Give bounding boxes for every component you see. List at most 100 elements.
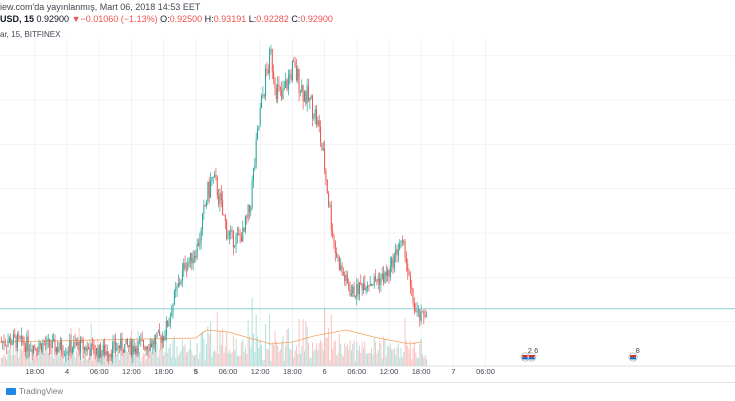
- x-tick-label: 12:00: [380, 367, 399, 376]
- candle: [265, 64, 267, 101]
- candle: [242, 220, 244, 243]
- volume-bar: [171, 356, 173, 366]
- candle: [141, 331, 143, 342]
- volume-bar: [223, 352, 225, 366]
- volume-bar: [143, 353, 145, 366]
- candle: [255, 132, 257, 169]
- volume-bar: [324, 307, 326, 366]
- volume-bar: [328, 328, 330, 366]
- candle: [130, 339, 132, 358]
- candle: [357, 278, 359, 300]
- candle: [4, 338, 6, 347]
- candle: [45, 336, 47, 351]
- candle: [367, 281, 368, 293]
- candle: [334, 240, 336, 262]
- volume-bar: [34, 355, 36, 366]
- candle: [122, 349, 124, 353]
- candle: [124, 344, 126, 353]
- volume-bar: [265, 324, 267, 366]
- candle: [153, 334, 155, 350]
- volume-bar: [22, 351, 24, 366]
- volume-bar: [50, 355, 52, 366]
- volume-bar: [356, 341, 358, 366]
- volume-bar: [224, 346, 226, 366]
- volume-bar: [59, 350, 61, 366]
- volume-bar: [405, 340, 407, 366]
- x-tick-label: 18:00: [283, 367, 302, 376]
- volume-bar: [380, 343, 382, 366]
- volume-bar: [156, 341, 158, 366]
- candle: [159, 323, 161, 337]
- candle: [258, 125, 260, 132]
- volume-bar: [232, 335, 234, 366]
- chart-grid: [0, 38, 735, 366]
- volume-bar: [200, 333, 202, 366]
- candle: [228, 230, 230, 245]
- candle: [377, 273, 379, 290]
- volume-bar: [126, 352, 128, 366]
- volume-bar: [377, 350, 379, 366]
- event-flag-icon[interactable]: 2: [520, 346, 532, 362]
- volume-bar: [133, 345, 135, 366]
- volume-ma-line: [0, 329, 422, 345]
- candle: [302, 84, 304, 110]
- candle: [7, 333, 9, 348]
- volume-bar: [167, 352, 169, 366]
- event-flag-icon[interactable]: 8: [628, 346, 640, 362]
- volume-bar: [352, 343, 354, 366]
- volume-bar: [282, 336, 284, 366]
- candle: [149, 337, 151, 352]
- high-value: 0.93191: [213, 14, 247, 24]
- symbol-ohlc-line: USD, 15 0.92900 ▼−0.01060 (−1.13%) O:0.9…: [0, 14, 333, 24]
- candle: [54, 334, 56, 355]
- candle: [318, 114, 320, 133]
- candle: [372, 284, 374, 287]
- volume-bar: [306, 326, 308, 366]
- candle: [383, 266, 385, 286]
- candle: [235, 232, 237, 254]
- candle: [385, 264, 387, 283]
- candle: [81, 336, 83, 344]
- volume-bar: [218, 354, 220, 366]
- candle: [0, 336, 2, 343]
- candle: [310, 94, 312, 100]
- volume-bar: [384, 339, 386, 366]
- volume-bar: [416, 357, 418, 366]
- candle: [31, 344, 33, 361]
- volume-bar: [255, 314, 257, 366]
- tradingview-logo[interactable]: TradingView: [6, 387, 63, 396]
- event-flag-icon[interactable]: 6: [527, 346, 538, 362]
- candle: [67, 346, 69, 360]
- volume-bar: [409, 340, 411, 366]
- candle: [274, 76, 276, 96]
- candle: [144, 345, 146, 352]
- candle: [395, 243, 397, 263]
- volume-bar: [122, 347, 124, 366]
- candle: [397, 242, 399, 263]
- volume-bar: [372, 354, 374, 366]
- candle: [353, 281, 355, 298]
- candle: [261, 93, 263, 109]
- candle: [100, 342, 102, 359]
- candle: [156, 332, 158, 339]
- candle: [18, 330, 20, 341]
- volume-bar: [92, 360, 94, 366]
- volume-bar: [403, 351, 405, 366]
- volume-bar: [63, 361, 65, 366]
- volume-bar: [412, 347, 414, 366]
- candle: [53, 333, 55, 342]
- candle: [375, 269, 377, 283]
- volume-bar: [85, 353, 87, 366]
- candle: [321, 142, 323, 151]
- candle: [196, 238, 198, 260]
- candle: [407, 258, 409, 280]
- candle: [92, 337, 94, 350]
- event-count: 8: [636, 346, 640, 355]
- candle: [283, 81, 285, 91]
- volume-bar: [120, 340, 122, 366]
- candle: [322, 141, 324, 152]
- candle: [338, 255, 340, 271]
- volume-bar: [235, 339, 237, 366]
